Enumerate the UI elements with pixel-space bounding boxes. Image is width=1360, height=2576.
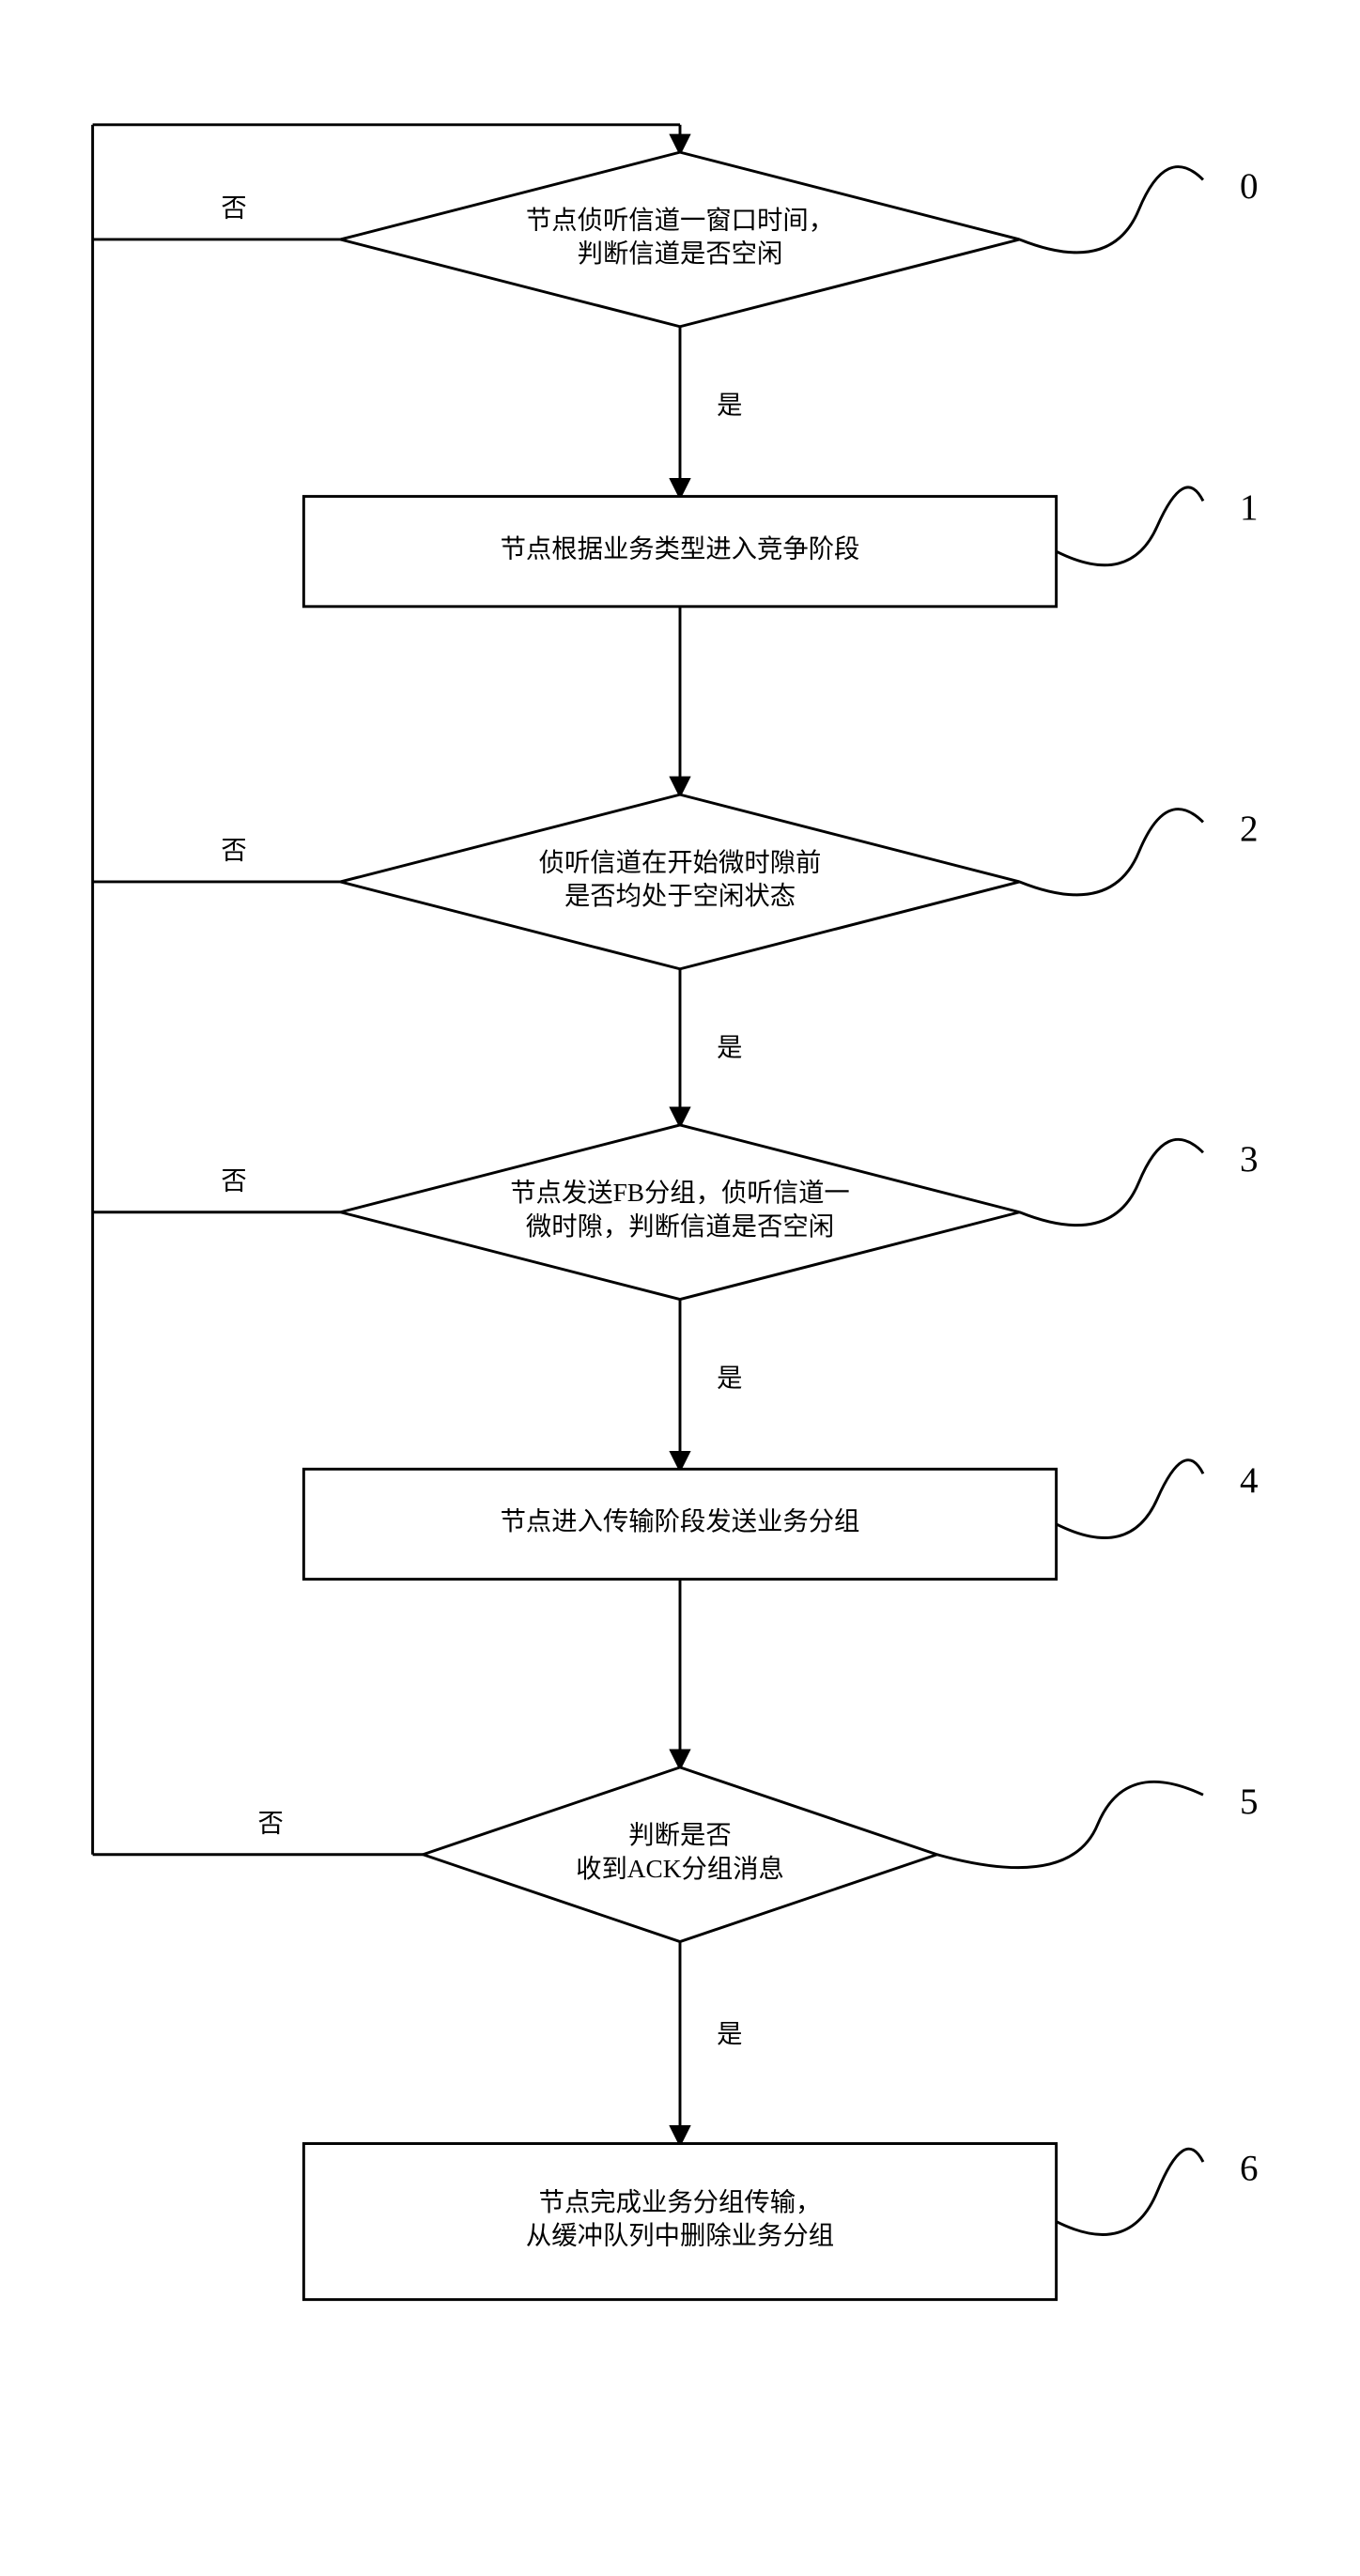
process-node-1: 节点根据业务类型进入竞争阶段: [303, 497, 1056, 607]
node-text: 判断信道是否空闲: [578, 239, 783, 268]
step-number: 6: [1240, 2149, 1259, 2189]
node-text: 节点完成业务分组传输，: [539, 2188, 822, 2216]
decision-node-5: 判断是否收到ACK分组消息: [423, 1767, 936, 1942]
step-number: 5: [1240, 1782, 1259, 1822]
edge-label-yes: 是: [717, 2020, 742, 2048]
callout-curve: [937, 1782, 1203, 1867]
node-text: 判断是否: [628, 1821, 731, 1849]
node-text: 节点根据业务类型进入竞争阶段: [501, 534, 860, 563]
callout-curve: [1020, 167, 1203, 253]
node-text: 是否均处于空闲状态: [564, 882, 796, 910]
edge-label-no: 否: [258, 1809, 284, 1837]
step-number: 2: [1240, 809, 1259, 849]
step-number: 0: [1240, 166, 1259, 207]
callout-curve: [1057, 2149, 1203, 2234]
node-text: 从缓冲队列中删除业务分组: [526, 2222, 834, 2250]
callout-curve: [1057, 1460, 1203, 1538]
decision-node-0: 节点侦听信道一窗口时间， 判断信道是否空闲: [340, 152, 1019, 327]
edge-label-no: 否: [221, 194, 246, 223]
step-number: 4: [1240, 1460, 1259, 1501]
node-text: 节点侦听信道一窗口时间，: [526, 206, 834, 234]
callout-curve: [1057, 487, 1203, 565]
callout-curve: [1020, 1139, 1203, 1225]
edge-label-no: 否: [221, 1166, 246, 1195]
step-number: 1: [1240, 487, 1259, 528]
node-text: 节点发送FB分组，侦听信道一: [510, 1179, 850, 1207]
step-number: 3: [1240, 1139, 1259, 1180]
node-text: 节点进入传输阶段发送业务分组: [501, 1507, 860, 1535]
decision-node-3: 节点发送FB分组，侦听信道一微时隙，判断信道是否空闲: [340, 1125, 1019, 1300]
edge-label-no: 否: [221, 837, 246, 865]
callout-curve: [1020, 810, 1203, 895]
edge-label-yes: 是: [717, 1364, 742, 1392]
node-text: 收到ACK分组消息: [576, 1855, 784, 1883]
process-node-4: 节点进入传输阶段发送业务分组: [303, 1469, 1056, 1579]
decision-node-2: 侦听信道在开始微时隙前是否均处于空闲状态: [340, 794, 1019, 969]
process-node-6: 节点完成业务分组传输， 从缓冲队列中删除业务分组: [303, 2144, 1056, 2300]
node-text: 微时隙，判断信道是否空闲: [526, 1212, 834, 1241]
edge-label-yes: 是: [717, 1034, 742, 1062]
node-text: 侦听信道在开始微时隙前: [539, 848, 822, 876]
flowchart-svg: 节点侦听信道一窗口时间，判断信道是否空闲节点根据业务类型进入竞争阶段侦听信道在开…: [38, 38, 1322, 2350]
edge-label-yes: 是: [717, 392, 742, 420]
